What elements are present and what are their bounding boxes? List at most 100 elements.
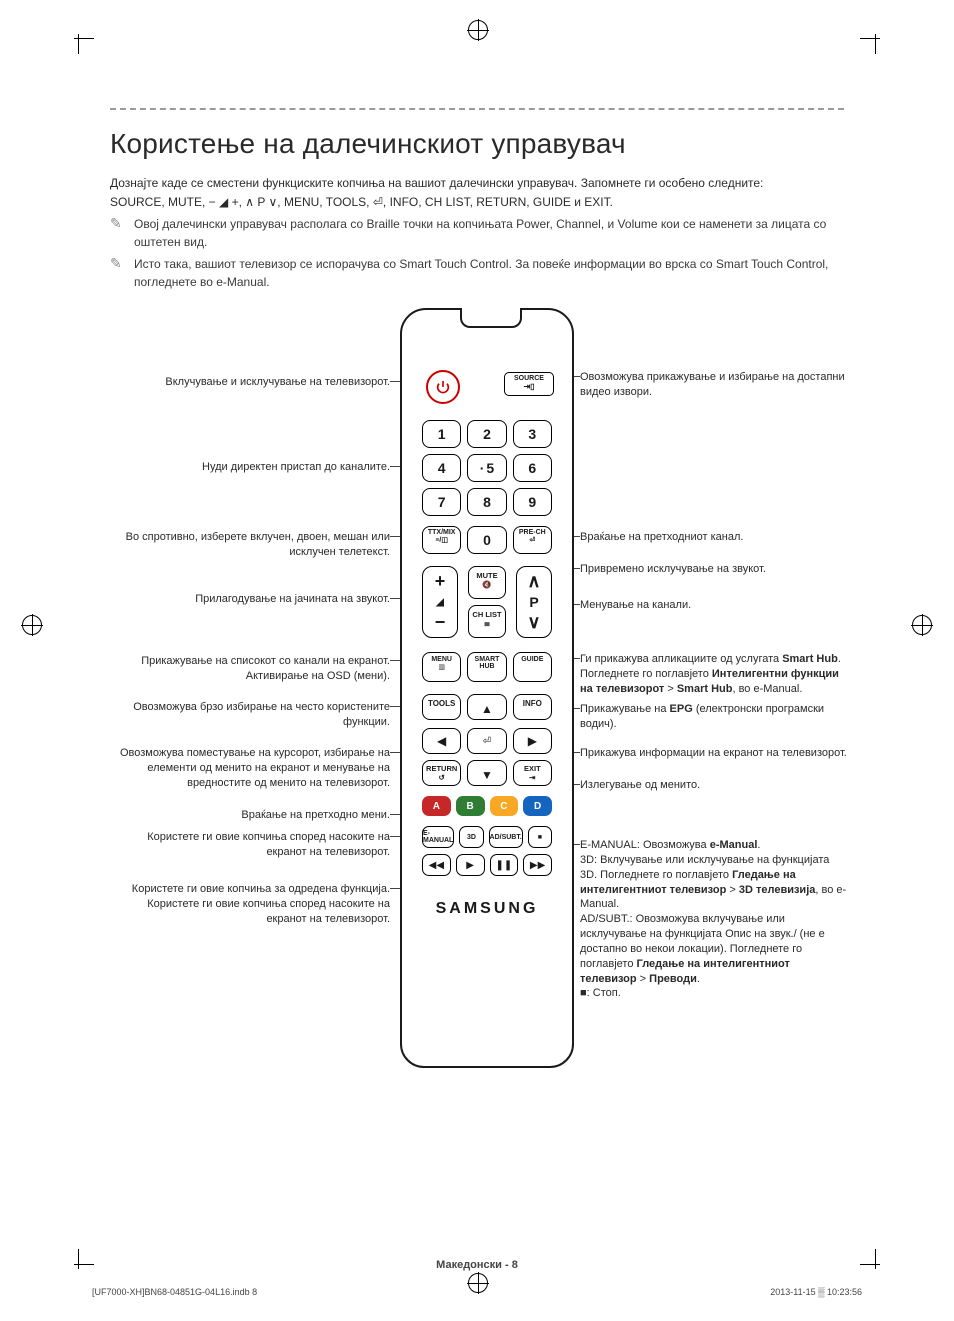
row-extra: E-MANUAL 3D AD/SUBT. ■	[422, 826, 552, 848]
callout-text: Прикажување на списокот со канали на екр…	[141, 654, 390, 684]
callout: Овозможува брзо избирање на често корист…	[110, 700, 390, 730]
callout-text: Привремено исклучување на звукот.	[580, 562, 766, 577]
rewind-icon: ◀◀	[422, 854, 451, 876]
callout: Во спротивно, изберете вклучен, двоен, м…	[110, 530, 390, 560]
prech-icon: ⏎	[529, 537, 535, 544]
num-5: 5	[467, 454, 506, 482]
callout-text: Користете ги овие копчиња за одредена фу…	[110, 882, 390, 927]
color-b-button: B	[456, 796, 485, 816]
info-button: INFO	[513, 694, 552, 720]
footer-meta-right: 2013-11-15 ▒ 10:23:56	[770, 1287, 862, 1297]
callout-text: Во спротивно, изберете вклучен, двоен, м…	[110, 530, 390, 560]
row-ttx-zero-prech: TTX/MIX≡/◫ 0 PRE-CH⏎	[422, 526, 552, 554]
callout-text: Менување на канали.	[580, 598, 691, 613]
ffwd-icon: ▶▶	[523, 854, 552, 876]
ttx-label: TTX/MIX	[428, 529, 456, 536]
prech-button: PRE-CH⏎	[513, 526, 552, 554]
vol-icon: ◢	[436, 597, 444, 608]
menu-button: MENU▥	[422, 652, 461, 682]
footer-meta-left: [UF7000-XH]BN68-04851G-04L16.indb 8	[92, 1287, 257, 1297]
num-8: 8	[467, 488, 506, 516]
menu-icon: ▥	[423, 663, 460, 671]
guide-button: GUIDE	[513, 652, 552, 682]
content-area: Користење на далечинскиот управувач Дозн…	[110, 108, 844, 295]
callout: Користете ги овие копчиња за одредена фу…	[110, 882, 390, 927]
callout-text: Прикажување на EPG (електронски програмс…	[580, 702, 848, 732]
note-text: Исто така, вашиот телевизор се испорачув…	[134, 255, 844, 291]
channel-rocker: ∧ P ∨	[516, 566, 552, 638]
callout: Враќање на претходно мени.	[110, 808, 390, 823]
callout: Прикажува информации на екранот на телев…	[580, 746, 848, 761]
number-pad: 1 2 3 4 5 6 7 8 9	[422, 420, 552, 516]
callout: Ги прикажува апликациите од услугата Sma…	[580, 652, 848, 697]
num-4: 4	[422, 454, 461, 482]
note-icon: ✎	[110, 215, 126, 251]
note-row: ✎ Исто така, вашиот телевизор се испорач…	[110, 255, 844, 291]
ttx-icon: ≡/◫	[435, 537, 448, 544]
row-playback: ◀◀ ▶ ❚❚ ▶▶	[422, 854, 552, 876]
ir-window-icon	[460, 308, 522, 328]
source-button: SOURCE ⇥▯	[504, 372, 554, 396]
return-button: RETURN↺	[422, 760, 461, 786]
note-icon: ✎	[110, 255, 126, 291]
note-row: ✎ Овој далечински управувач располага со…	[110, 215, 844, 251]
brand-label: SAMSUNG	[402, 900, 572, 918]
emanual-button: E-MANUAL	[422, 826, 454, 848]
registration-mark-icon	[468, 1273, 488, 1293]
callout-text: Користете ги овие копчиња според насокит…	[110, 830, 390, 860]
adsubt-button: AD/SUBT.	[489, 826, 523, 848]
callout-text: Ги прикажува апликациите од услугата Sma…	[580, 652, 848, 697]
color-c-button: C	[490, 796, 519, 816]
return-label: RETURN	[426, 764, 457, 773]
callout: Прикажување на списокот со канали на екр…	[110, 654, 390, 684]
callout: Менување на канали.	[580, 598, 848, 613]
callout-text: Нуди директен пристап до каналите.	[202, 460, 390, 475]
callout: Прилагодување на јачината на звукот.	[110, 592, 390, 607]
volume-rocker: + ◢ −	[422, 566, 458, 638]
remote-diagram: Вклучување и исклучување на телевизорот.…	[110, 308, 844, 1128]
callout: Користете ги овие копчиња според насокит…	[110, 830, 390, 860]
remote-outline: SOURCE ⇥▯ 1 2 3 4 5 6 7 8 9 TTX/MIX≡/◫ 0	[400, 308, 574, 1068]
callout: Овозможува поместување на курсорот, изби…	[110, 746, 390, 791]
num-0: 0	[467, 526, 506, 554]
callout-text: Овозможува поместување на курсорот, изби…	[110, 746, 390, 791]
color-a-button: A	[422, 796, 451, 816]
pause-icon: ❚❚	[490, 854, 519, 876]
3d-button: 3D	[459, 826, 483, 848]
menu-label: MENU	[431, 656, 452, 663]
vol-minus-icon: −	[435, 612, 446, 633]
callout: Вклучување и исклучување на телевизорот.	[110, 375, 390, 390]
page: Користење на далечинскиот управувач Дозн…	[0, 0, 954, 1321]
intro-line1: Дознајте каде се сместени функциските ко…	[110, 176, 763, 190]
mute-button: MUTE🔇	[468, 566, 506, 599]
smarthub-button: SMART HUB	[467, 652, 506, 682]
chlist-icon: ≣	[484, 619, 490, 628]
row-color-abcd: A B C D	[422, 796, 552, 816]
num-7: 7	[422, 488, 461, 516]
callout: Излегување од менито.	[580, 778, 848, 793]
ch-p-label: P	[529, 594, 538, 610]
registration-mark-icon	[22, 615, 42, 635]
row-return-down-exit: RETURN↺ ▼ EXIT⇥	[422, 760, 552, 786]
exit-button: EXIT⇥	[513, 760, 552, 786]
num-2: 2	[467, 420, 506, 448]
ch-up-icon: ∧	[527, 571, 540, 592]
num-6: 6	[513, 454, 552, 482]
callout-text: Излегување од менито.	[580, 778, 700, 793]
callout-text: Прикажува информации на екранот на телев…	[580, 746, 847, 761]
crop-mark-icon	[856, 38, 876, 58]
dpad-right-icon: ▶	[513, 728, 552, 754]
mute-label: MUTE	[476, 571, 497, 580]
prech-label: PRE-CH	[519, 529, 546, 536]
vol-plus-icon: +	[435, 571, 446, 592]
exit-icon: ⇥	[529, 773, 535, 782]
dpad-up-icon: ▲	[467, 694, 506, 720]
intro-text: Дознајте каде се сместени функциските ко…	[110, 174, 844, 211]
row-menu-smart-guide: MENU▥ SMART HUB GUIDE	[422, 652, 552, 682]
num-3: 3	[513, 420, 552, 448]
tools-button: TOOLS	[422, 694, 461, 720]
callout-text: Овозможува брзо избирање на често корист…	[110, 700, 390, 730]
chlist-label: CH LIST	[472, 610, 501, 619]
callout: Нуди директен пристап до каналите.	[110, 460, 390, 475]
num-1: 1	[422, 420, 461, 448]
